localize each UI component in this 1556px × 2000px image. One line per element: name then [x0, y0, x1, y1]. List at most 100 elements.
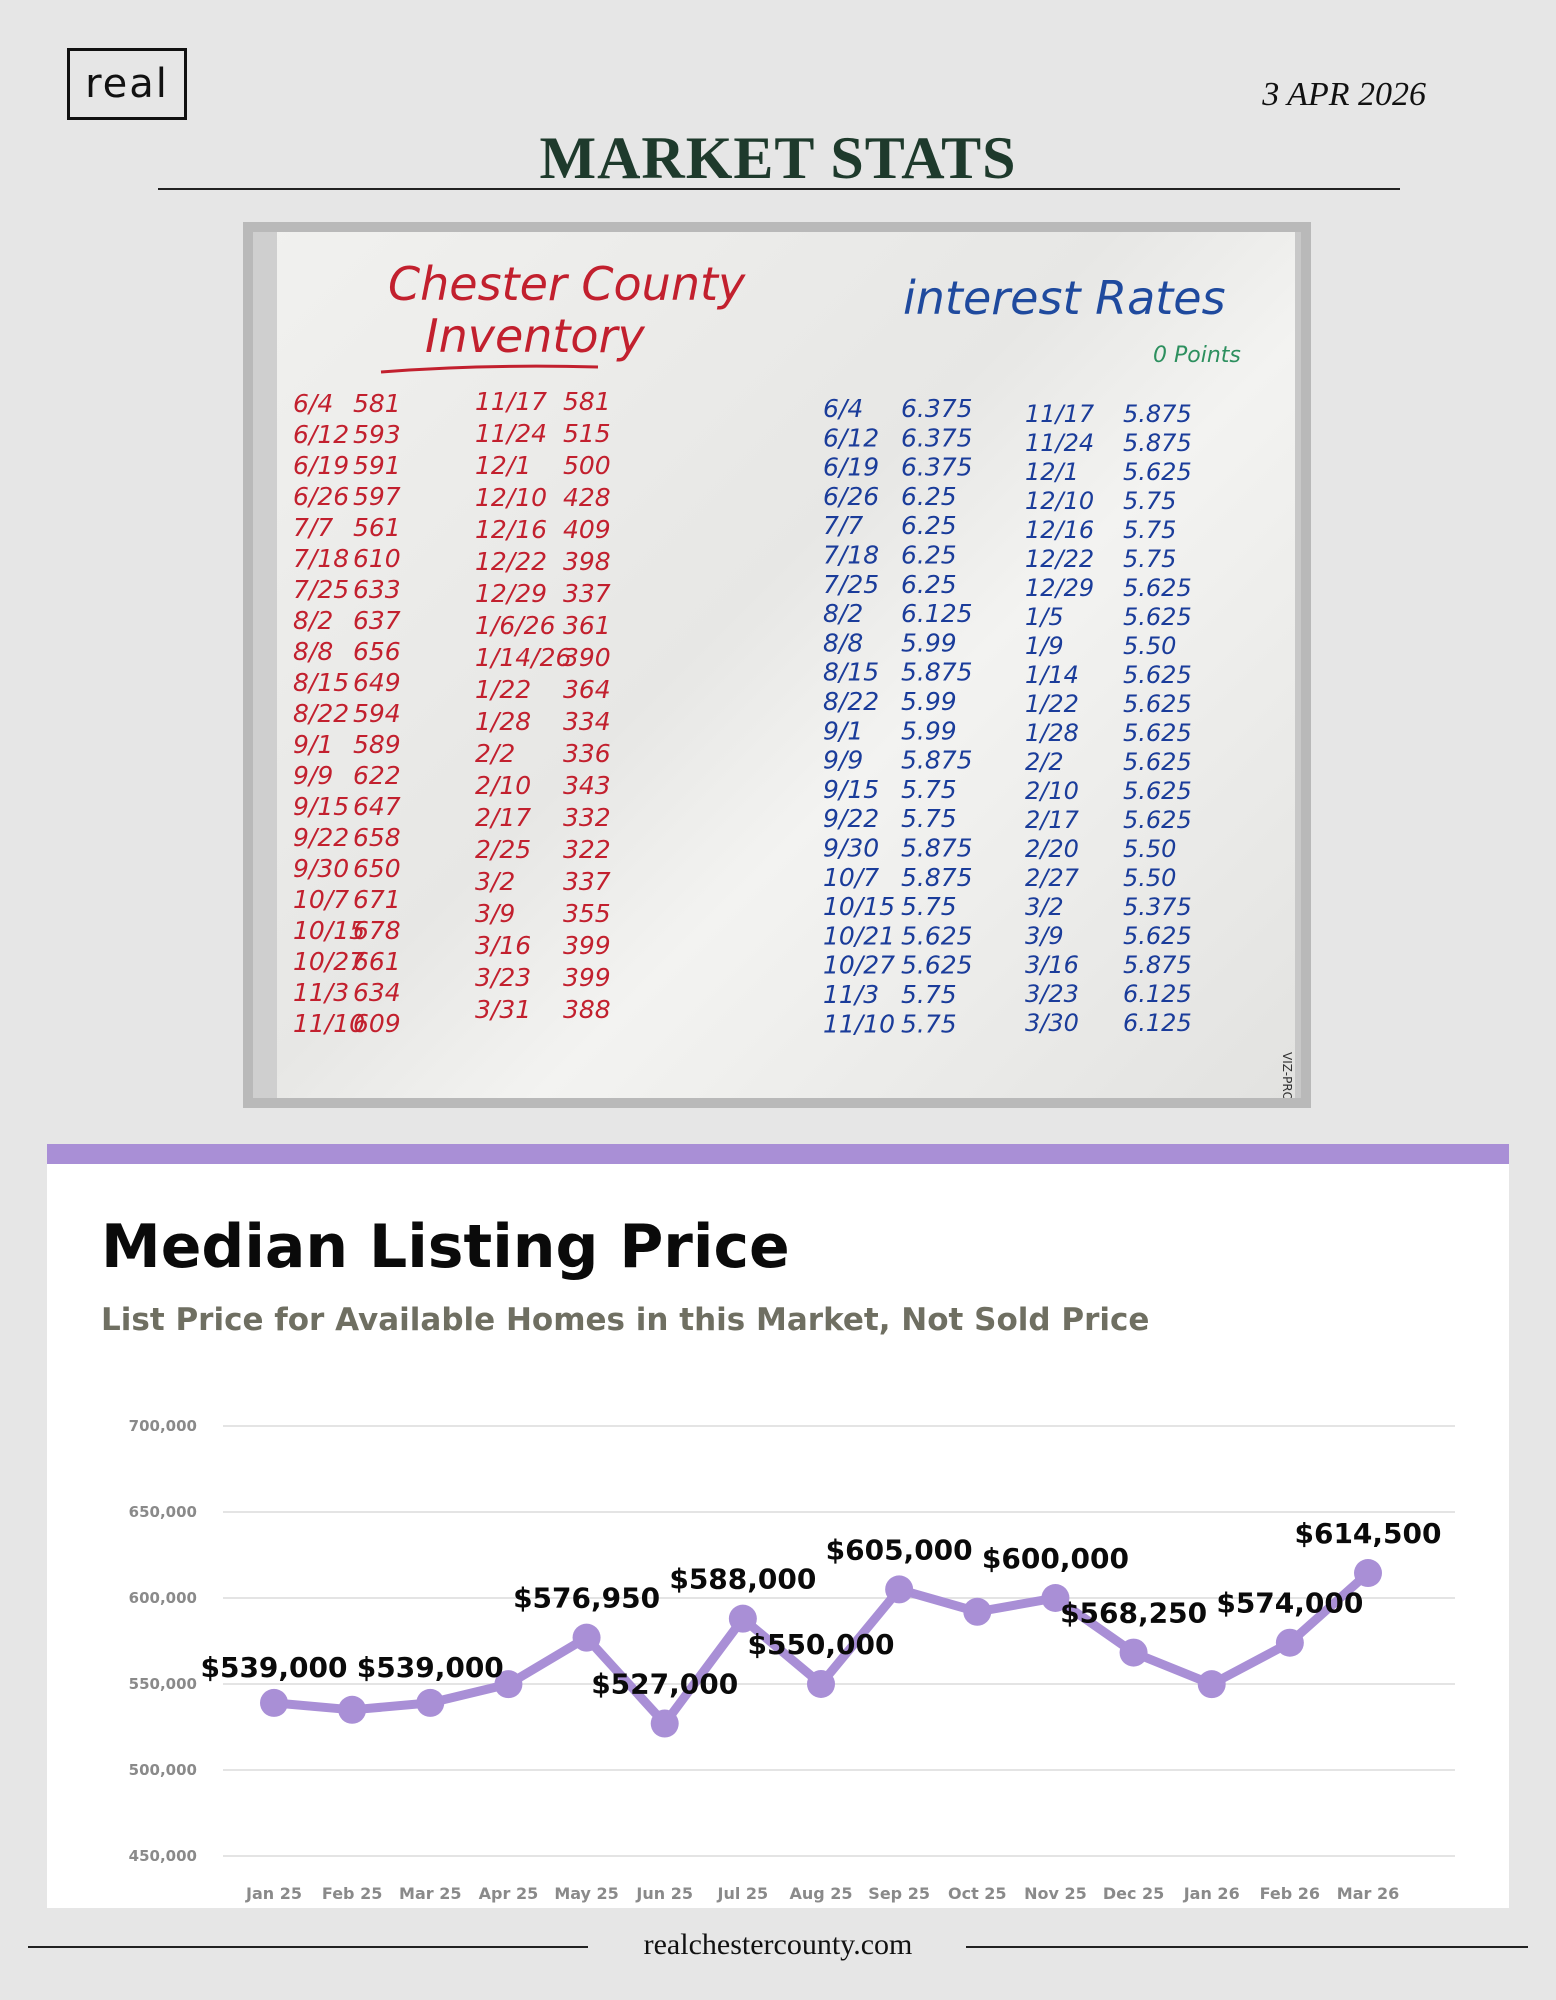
rate-entry-date: 11/24 [1025, 429, 1094, 457]
rate-entry-date: 8/8 [823, 628, 863, 657]
logo-text: real [85, 61, 169, 107]
whiteboard-frame [253, 232, 1301, 1098]
inventory-entry-date: 11/10 [293, 1009, 365, 1038]
rate-entry-value: 6.25 [901, 541, 957, 570]
inventory-entry-date: 12/1 [475, 451, 531, 480]
median-price-line-chart: 450,000 500,000 550,000 600,000 650,000 700,0… [129, 1417, 1455, 1903]
inventory-title-line2: Inventory [425, 309, 645, 363]
inventory-entry-value: 409 [563, 515, 611, 544]
data-point [1041, 1584, 1070, 1612]
x-tick-label: Jan 25 [245, 1884, 302, 1903]
inventory-entry-value: 399 [563, 963, 611, 992]
rate-entry-date: 3/30 [1025, 1009, 1079, 1037]
rate-entry-date: 8/2 [823, 599, 863, 628]
x-tick-label: Oct 25 [948, 1884, 1007, 1903]
inventory-entry-value: 388 [563, 995, 611, 1024]
y-tick-label: 550,000 [129, 1675, 197, 1693]
rate-entry-value: 6.375 [901, 453, 973, 482]
inventory-entry-value: 390 [563, 643, 611, 672]
data-label: $588,000 [669, 1563, 816, 1596]
inventory-entry-date: 1/28 [475, 707, 531, 736]
inventory-entry-date: 3/31 [475, 995, 531, 1024]
chart-subtitle: List Price for Available Homes in this M… [101, 1302, 1150, 1338]
inventory-entry-value: 361 [563, 611, 611, 640]
footer-divider-right [966, 1946, 1528, 1948]
data-point [885, 1575, 914, 1604]
rate-entry-value: 5.875 [901, 746, 973, 775]
inventory-entry-value: 622 [353, 761, 401, 790]
inventory-entry-date: 3/2 [475, 867, 515, 896]
inventory-entry-date: 10/7 [293, 885, 349, 914]
inventory-entry-date: 12/10 [475, 483, 547, 512]
inventory-entry-value: 658 [353, 823, 401, 852]
rate-entry-value: 5.75 [901, 1009, 957, 1038]
inventory-entry-date: 2/25 [475, 835, 531, 864]
footer-website: realchestercounty.com [643, 1928, 913, 1961]
rate-entry-value: 5.625 [1123, 690, 1192, 718]
inventory-entry-value: 634 [353, 978, 401, 1007]
data-label: $576,950 [513, 1582, 660, 1615]
inventory-entry-date: 7/7 [293, 513, 333, 542]
data-point [807, 1670, 835, 1698]
rate-entry-value: 5.625 [1123, 574, 1192, 602]
rate-entry-date: 9/9 [823, 746, 863, 775]
title-divider [158, 188, 1400, 190]
inventory-entry-value: 336 [563, 739, 611, 768]
inventory-entry-date: 8/15 [293, 668, 349, 697]
real-logo: real [67, 48, 187, 120]
rate-entry-value: 5.875 [901, 658, 973, 687]
rate-entry-date: 1/9 [1025, 632, 1064, 660]
data-label: $527,000 [591, 1668, 738, 1701]
inventory-entry-value: 591 [353, 451, 401, 480]
inventory-entry-value: 656 [353, 637, 401, 666]
rate-entry-value: 5.625 [1123, 806, 1192, 834]
rate-entry-date: 10/21 [823, 921, 895, 950]
rate-entry-value: 6.125 [1123, 1009, 1192, 1037]
inventory-entry-date: 8/2 [293, 606, 333, 635]
rate-entry-value: 6.25 [901, 570, 957, 599]
inventory-entry-date: 9/30 [293, 854, 349, 883]
inventory-entry-date: 6/12 [293, 420, 349, 449]
rate-entry-value: 5.75 [901, 804, 957, 833]
inventory-entry-date: 2/2 [475, 739, 515, 768]
inventory-entry-value: 322 [563, 835, 611, 864]
y-tick-label: 650,000 [129, 1503, 197, 1521]
x-tick-label: May 25 [554, 1884, 619, 1903]
rate-entry-date: 9/15 [823, 775, 879, 804]
data-point [1197, 1670, 1226, 1699]
inventory-entry-value: 609 [353, 1009, 401, 1038]
rate-entry-date: 2/27 [1025, 864, 1080, 892]
x-tick-label: Aug 25 [789, 1884, 852, 1903]
data-label: $614,500 [1294, 1517, 1441, 1550]
inventory-entry-date: 10/27 [293, 947, 365, 976]
rate-entry-date: 12/29 [1025, 574, 1094, 602]
inventory-entry-date: 11/17 [475, 387, 547, 416]
brand-mark: VIZ-PRO [1280, 1052, 1294, 1098]
inventory-entry-value: 649 [353, 668, 401, 697]
data-label: $539,000 [200, 1651, 347, 1684]
data-point [260, 1688, 288, 1717]
rate-entry-date: 8/15 [823, 658, 879, 687]
inventory-entry-value: 334 [563, 707, 611, 736]
inventory-entry-date: 7/25 [293, 575, 349, 604]
rate-entry-value: 5.875 [1123, 400, 1192, 428]
rate-entry-value: 5.625 [1123, 777, 1192, 805]
inventory-entry-value: 678 [353, 916, 401, 945]
data-point [494, 1670, 523, 1699]
page-title: MARKET STATS [539, 125, 1017, 191]
footer-divider-left [28, 1946, 588, 1948]
y-tick-label: 700,000 [129, 1417, 197, 1435]
rate-entry-date: 6/19 [823, 453, 879, 482]
inventory-entry-date: 3/9 [475, 899, 515, 928]
y-tick-label: 500,000 [129, 1761, 197, 1779]
rate-entry-value: 5.875 [1123, 429, 1192, 457]
whiteboard-photo: Chester County Inventory interest Rates … [243, 222, 1311, 1108]
rate-entry-date: 7/7 [823, 511, 863, 540]
inventory-entry-value: 337 [563, 867, 611, 896]
x-tick-label: Mar 25 [399, 1884, 461, 1903]
rate-entry-value: 5.875 [901, 834, 973, 863]
data-point [728, 1604, 757, 1633]
inventory-entry-value: 597 [353, 482, 401, 511]
rates-column-1: 6/4 6.375 6/12 6.375 6/19 6.375 6/26 6.25 7/7 6.2… [823, 394, 973, 1038]
